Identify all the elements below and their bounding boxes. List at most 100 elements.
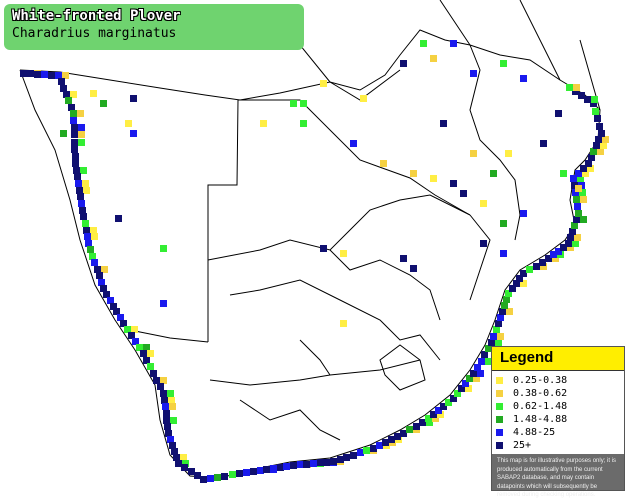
zimbabwe-mozambique-border [469, 44, 521, 241]
record-cell [62, 72, 69, 79]
record-cell [588, 154, 595, 161]
record-cell [98, 279, 105, 286]
record-cell [539, 259, 546, 266]
record-cell [181, 464, 188, 471]
record-cell [71, 131, 78, 138]
record-cell [506, 308, 513, 315]
record-cell [430, 411, 437, 418]
record-cell [473, 375, 480, 382]
record-cell [394, 433, 401, 440]
record-cell [175, 460, 182, 467]
legend-heading: Legend [492, 347, 624, 371]
record-cell [435, 407, 442, 414]
legend-item: 1.48-4.88 [496, 413, 620, 426]
record-cell [567, 234, 574, 241]
record-cell [490, 333, 497, 340]
record-cell [110, 303, 117, 310]
record-cell [100, 100, 107, 107]
record-cell [78, 139, 85, 146]
record-cell [566, 84, 573, 91]
record-cell [70, 110, 77, 117]
legend-swatch [496, 416, 503, 423]
record-cell [597, 148, 604, 155]
record-cell [495, 320, 502, 327]
record-cell [290, 462, 297, 469]
record-cell [76, 187, 83, 194]
record-cell [150, 370, 157, 377]
record-cell [131, 326, 138, 333]
record-cell [58, 78, 65, 85]
record-cell [419, 419, 426, 426]
record-cell [143, 357, 150, 364]
record-cell [91, 259, 98, 266]
record-cell [60, 85, 67, 92]
species-title-box: White-fronted Plover Charadrius marginat… [4, 4, 304, 50]
record-cell [100, 285, 107, 292]
record-cell [221, 473, 228, 480]
record-cell [571, 182, 578, 189]
record-cell [493, 326, 500, 333]
record-cell [573, 196, 580, 203]
record-cell [84, 233, 91, 240]
record-cell [490, 170, 497, 177]
record-cell [454, 390, 461, 397]
record-cell [574, 203, 581, 210]
record-cell [320, 80, 327, 87]
record-cell [71, 146, 78, 153]
record-cell [270, 465, 277, 472]
namibia-east-border [207, 99, 239, 342]
record-cell [125, 120, 132, 127]
record-cell [214, 474, 221, 481]
species-common-name: White-fronted Plover [12, 8, 181, 24]
record-cell [560, 244, 567, 251]
record-cell [55, 72, 62, 79]
record-cell [71, 139, 78, 146]
record-cell [540, 263, 547, 270]
record-cell [323, 459, 330, 466]
record-cell [470, 150, 477, 157]
province-border-1 [207, 194, 471, 261]
record-cell [363, 447, 370, 454]
record-cell [432, 415, 439, 422]
record-cell [430, 55, 437, 62]
record-cell [555, 110, 562, 117]
record-cell [136, 344, 143, 351]
record-cell [163, 417, 170, 424]
record-cell [160, 300, 167, 307]
record-cell [580, 196, 587, 203]
legend-item-label: 1.48-4.88 [513, 414, 568, 425]
record-cell [90, 227, 97, 234]
record-cell [71, 124, 78, 131]
record-cell [598, 130, 605, 137]
record-cell [400, 60, 407, 67]
record-cell [573, 216, 580, 223]
record-cell [509, 285, 516, 292]
record-cell [115, 215, 122, 222]
record-cell [340, 320, 347, 327]
record-cell [107, 297, 114, 304]
record-cell [300, 120, 307, 127]
legend-disclaimer: This map is for illustrative purposes on… [497, 458, 617, 498]
record-cell [382, 439, 389, 446]
record-cell [481, 351, 488, 358]
record-cell [330, 458, 337, 465]
record-cell [582, 170, 589, 177]
province-border-4 [209, 359, 421, 386]
record-cell [236, 470, 243, 477]
record-cell [600, 142, 607, 149]
record-cell [350, 452, 357, 459]
record-cell [101, 266, 108, 273]
record-cell [263, 466, 270, 473]
record-cell [90, 90, 97, 97]
record-cell [188, 468, 195, 475]
record-cell [503, 296, 510, 303]
record-cell [513, 280, 520, 287]
record-cell [74, 173, 81, 180]
record-cell [526, 266, 533, 273]
record-cell [173, 454, 180, 461]
record-cell [153, 377, 160, 384]
legend-item-label: 25+ [513, 440, 532, 451]
record-cell [83, 187, 90, 194]
record-cell [164, 423, 171, 430]
